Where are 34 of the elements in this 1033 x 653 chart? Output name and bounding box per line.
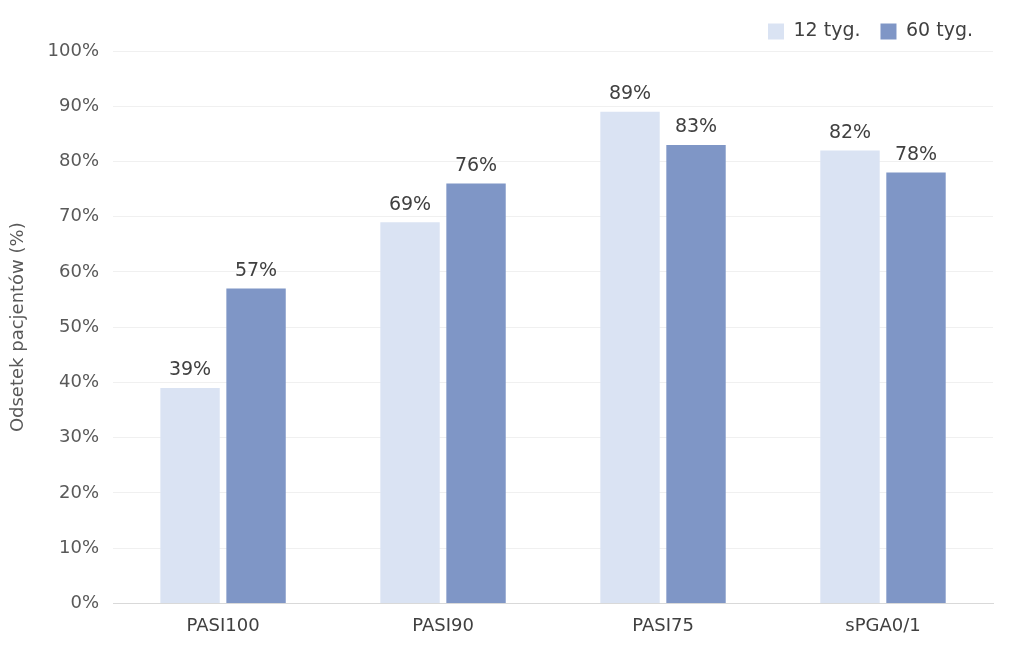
x-tick-label: PASI90 xyxy=(412,613,474,635)
bar xyxy=(446,183,506,603)
legend-label: 60 tyg. xyxy=(905,18,974,41)
y-tick-label: 30% xyxy=(59,425,100,447)
y-tick-label: 20% xyxy=(59,480,100,502)
data-label: 76% xyxy=(454,153,498,176)
bar xyxy=(160,387,220,603)
bar xyxy=(886,172,946,603)
y-tick-label: 0% xyxy=(70,591,100,613)
bar xyxy=(226,288,286,603)
bar xyxy=(600,111,660,603)
x-tick-label: sPGA0/1 xyxy=(845,613,921,635)
y-tick-label: 50% xyxy=(59,314,100,336)
y-tick-label: 60% xyxy=(59,259,100,281)
y-axis-title: Odsetek pacjentów (%) xyxy=(6,222,28,433)
y-tick-label: 70% xyxy=(59,204,100,226)
bar xyxy=(666,144,726,603)
data-label: 83% xyxy=(674,114,718,137)
bar xyxy=(380,222,440,603)
data-label: 69% xyxy=(388,191,432,214)
y-tick-label: 80% xyxy=(59,149,100,171)
x-tick-label: PASI75 xyxy=(632,613,694,635)
y-tick-label: 100% xyxy=(47,38,100,60)
data-label: 82% xyxy=(828,119,872,142)
data-label: 57% xyxy=(234,257,278,280)
data-label: 39% xyxy=(168,357,212,380)
bar xyxy=(820,150,880,603)
y-tick-label: 10% xyxy=(59,535,100,557)
y-tick-label: 40% xyxy=(59,370,100,392)
legend-label: 12 tyg. xyxy=(793,18,861,41)
x-tick-label: PASI100 xyxy=(186,613,260,635)
data-label: 89% xyxy=(608,81,652,104)
data-label: 78% xyxy=(894,141,938,164)
y-tick-label: 90% xyxy=(59,93,100,115)
